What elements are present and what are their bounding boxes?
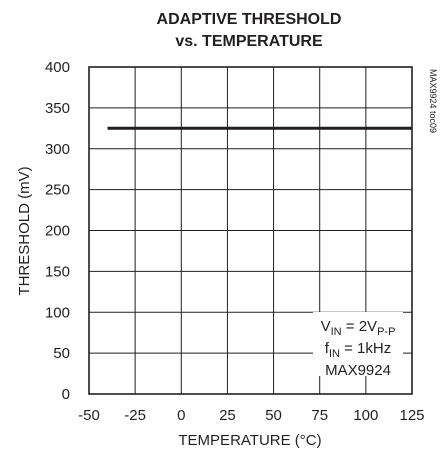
plot-frame <box>88 66 413 395</box>
annotation-fin: fIN = 1kHz <box>325 340 391 360</box>
x-tick-label: -50 <box>78 407 100 424</box>
x-tick-label: 50 <box>265 407 282 424</box>
y-axis-title: THRESHOLD (mV) <box>16 166 33 295</box>
y-tick-label: 250 <box>45 182 70 199</box>
annotation-vin: VIN = 2VP-P <box>321 318 396 338</box>
y-tick-label: 200 <box>45 223 70 240</box>
side-code-label: MAX9924 toc09 <box>428 69 438 133</box>
annotation-box: VIN = 2VP-P fIN = 1kHz MAX9924 <box>313 312 403 379</box>
y-tick-label: 300 <box>45 141 70 158</box>
x-tick-label: -25 <box>124 407 146 424</box>
chart-title-line1: ADAPTIVE THRESHOLD <box>157 11 342 28</box>
chart-title-line2: vs. TEMPERATURE <box>175 33 323 50</box>
x-tick-label: 100 <box>353 407 378 424</box>
x-tick-labels: -50 -25 0 25 50 75 100 125 <box>78 407 424 424</box>
x-tick-label: 25 <box>219 407 236 424</box>
x-tick-label: 75 <box>311 407 328 424</box>
x-tick-label: 125 <box>399 407 424 424</box>
y-tick-label: 50 <box>53 345 70 362</box>
grid-lines <box>89 67 412 394</box>
y-tick-label: 350 <box>45 100 70 117</box>
y-tick-label: 0 <box>62 386 70 403</box>
y-tick-label: 400 <box>45 59 70 76</box>
x-tick-label: 0 <box>177 407 185 424</box>
y-tick-labels: 0 50 100 150 200 250 300 350 400 <box>45 59 70 403</box>
x-axis-title: TEMPERATURE (°C) <box>178 432 321 449</box>
y-tick-label: 150 <box>45 263 70 280</box>
annotation-part: MAX9924 <box>325 362 391 379</box>
y-tick-label: 100 <box>45 304 70 321</box>
